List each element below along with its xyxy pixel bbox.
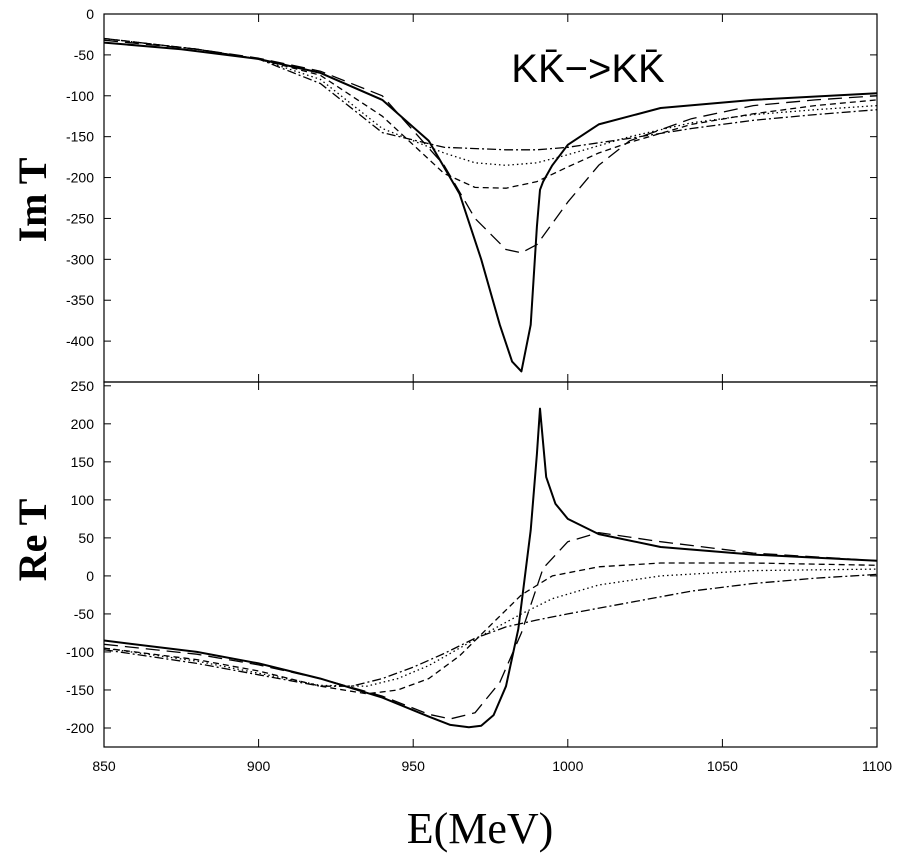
y-tick-label: 100 bbox=[71, 492, 95, 508]
series-line-dash-dot bbox=[104, 573, 877, 687]
x-tick-label: 950 bbox=[402, 758, 426, 774]
series-line-long-dash bbox=[104, 531, 877, 720]
series-line-short-dash bbox=[104, 37, 877, 189]
y-tick-label: -50 bbox=[74, 47, 94, 63]
y-tick-label: -350 bbox=[66, 292, 94, 308]
y-axis-title-im: Im T bbox=[10, 157, 55, 242]
y-tick-label: 0 bbox=[86, 6, 94, 22]
y-tick-label: -200 bbox=[66, 170, 94, 186]
series-line-short-dash bbox=[104, 562, 877, 695]
y-tick-label: -150 bbox=[66, 129, 94, 145]
x-tick-label: 850 bbox=[92, 758, 116, 774]
y-axis-title-re: Re T bbox=[10, 498, 55, 581]
series-line-long-dash bbox=[104, 39, 877, 254]
y-tick-label: -100 bbox=[66, 644, 94, 660]
series-line-solid bbox=[104, 407, 877, 729]
y-tick-label: -400 bbox=[66, 333, 94, 349]
y-tick-label: 150 bbox=[71, 454, 95, 470]
series-line-solid bbox=[104, 41, 877, 373]
y-tick-label: -100 bbox=[66, 88, 94, 104]
panel-im-t: 0 -50 -100 -150 -200 -250 -300 -350 -400 bbox=[66, 6, 878, 383]
reaction-annotation: KK̄−>KK̄ bbox=[511, 47, 665, 91]
series-line-dotted bbox=[104, 37, 877, 166]
plot-frame bbox=[103, 381, 878, 748]
panel-re-t: 250 200 150 100 50 0 -50 -100 -150 -200 850 900 950 1… bbox=[66, 378, 892, 774]
y-tick-label: 250 bbox=[71, 378, 95, 394]
series-line-dash-dot bbox=[104, 37, 877, 151]
x-axis-title: E(MeV) bbox=[407, 804, 554, 853]
x-tick-label: 900 bbox=[247, 758, 271, 774]
y-tick-label: 0 bbox=[86, 568, 94, 584]
y-tick-label: -150 bbox=[66, 682, 94, 698]
y-tick-label: 50 bbox=[78, 530, 94, 546]
x-tick-label: 1100 bbox=[862, 758, 892, 774]
plot-frame bbox=[103, 13, 878, 383]
series-line-dotted bbox=[104, 568, 877, 687]
y-tick-label: -300 bbox=[66, 251, 94, 267]
y-tick-label: -50 bbox=[74, 606, 94, 622]
y-tick-label: -200 bbox=[66, 720, 94, 736]
x-tick-label: 1000 bbox=[552, 758, 583, 774]
x-tick-label: 1050 bbox=[707, 758, 738, 774]
y-tick-label: -250 bbox=[66, 210, 94, 226]
y-tick-label: 200 bbox=[71, 416, 95, 432]
